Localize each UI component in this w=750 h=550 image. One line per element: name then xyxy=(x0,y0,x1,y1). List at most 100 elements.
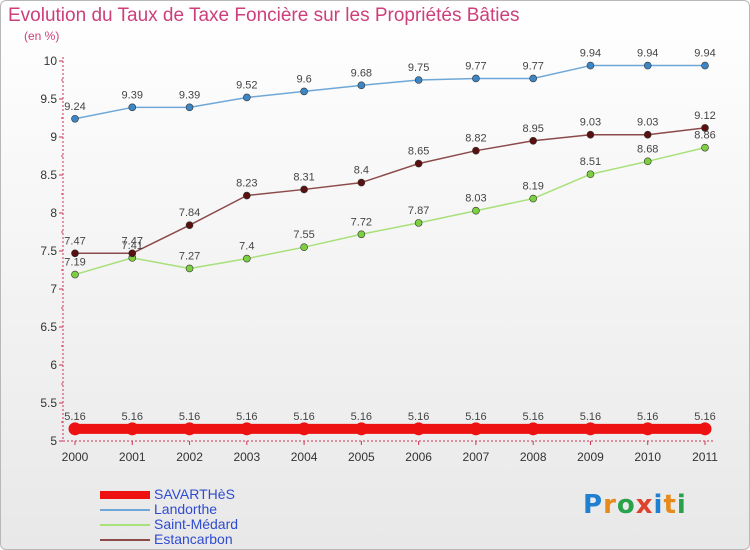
y-tick-label: 7.5 xyxy=(40,244,57,258)
data-label-saint-m-dard: 8.51 xyxy=(580,156,601,168)
data-label-landorthe: 9.77 xyxy=(522,60,543,72)
data-point-savarth-s xyxy=(583,422,597,436)
proxiti-logo: Proxiti xyxy=(583,490,687,520)
data-label-landorthe: 9.52 xyxy=(236,79,257,91)
data-label-savarth-s: 5.16 xyxy=(580,411,601,423)
legend-swatch xyxy=(100,490,150,499)
data-label-landorthe: 9.6 xyxy=(296,73,311,85)
logo-letter: P xyxy=(583,490,604,520)
y-tick-label: 7 xyxy=(50,282,57,296)
data-label-saint-m-dard: 7.27 xyxy=(179,250,200,262)
data-label-landorthe: 9.39 xyxy=(179,89,200,101)
chart-title: Evolution du Taux de Taxe Foncière sur l… xyxy=(8,5,520,26)
data-point-landorthe xyxy=(243,93,251,102)
data-point-landorthe xyxy=(529,74,537,83)
legend-item-estancarbon: Estancarbon xyxy=(100,532,238,547)
x-tick-label: 2010 xyxy=(634,450,661,464)
data-label-landorthe: 9.94 xyxy=(637,48,658,60)
data-label-estancarbon: 8.23 xyxy=(236,178,257,190)
data-label-estancarbon: 9.03 xyxy=(637,117,658,129)
data-label-landorthe: 9.75 xyxy=(408,62,429,74)
data-point-landorthe xyxy=(185,103,194,112)
series-line-estancarbon xyxy=(74,127,706,255)
legend-item-saint-m-dard: Saint-Médard xyxy=(100,517,238,532)
legend-item-landorthe: Landorthe xyxy=(100,502,238,517)
data-label-saint-m-dard: 8.03 xyxy=(465,193,486,205)
y-tick-label: 8.5 xyxy=(40,168,57,182)
logo-letter: t xyxy=(663,490,677,520)
series-line-saint-m-dard xyxy=(74,146,706,276)
data-point-savarth-s xyxy=(698,422,712,436)
data-point-saint-m-dard xyxy=(185,264,194,273)
x-tick-label: 2009 xyxy=(577,450,604,464)
data-label-saint-m-dard: 8.86 xyxy=(694,130,715,142)
data-point-landorthe xyxy=(357,81,366,90)
data-label-estancarbon: 8.82 xyxy=(465,133,486,145)
data-point-saint-m-dard xyxy=(586,170,595,179)
data-label-landorthe: 9.24 xyxy=(64,101,85,113)
data-point-savarth-s xyxy=(641,422,655,436)
y-tick-label: 8 xyxy=(50,206,57,220)
data-point-savarth-s xyxy=(412,422,426,436)
data-point-saint-m-dard xyxy=(357,230,366,239)
data-label-savarth-s: 5.16 xyxy=(465,411,486,423)
data-point-estancarbon xyxy=(529,137,537,145)
legend-label: Landorthe xyxy=(154,501,218,517)
data-label-estancarbon: 8.31 xyxy=(293,171,314,183)
data-label-estancarbon: 7.84 xyxy=(179,207,200,219)
data-point-estancarbon xyxy=(701,124,709,132)
legend-label: Estancarbon xyxy=(154,531,233,547)
data-label-savarth-s: 5.16 xyxy=(637,411,658,423)
data-point-savarth-s xyxy=(183,422,197,436)
data-label-saint-m-dard: 8.68 xyxy=(637,143,658,155)
data-point-savarth-s xyxy=(469,422,483,436)
legend-item-savarth-s: SAVARTHèS xyxy=(100,487,238,502)
data-label-savarth-s: 5.16 xyxy=(179,411,200,423)
logo-letter: i xyxy=(676,490,687,520)
data-label-estancarbon: 8.95 xyxy=(522,123,543,135)
data-point-savarth-s xyxy=(240,422,254,436)
y-tick-label: 6 xyxy=(50,358,57,372)
data-point-landorthe xyxy=(414,76,423,84)
data-point-estancarbon xyxy=(300,185,308,194)
legend-swatch xyxy=(100,538,150,541)
data-label-estancarbon: 8.4 xyxy=(354,165,369,177)
data-point-landorthe xyxy=(701,61,709,70)
data-point-savarth-s xyxy=(68,422,82,436)
x-tick-label: 2005 xyxy=(348,450,375,464)
x-tick-label: 2002 xyxy=(176,450,203,464)
data-point-saint-m-dard xyxy=(472,206,480,215)
data-point-savarth-s xyxy=(125,422,139,436)
data-label-savarth-s: 5.16 xyxy=(64,411,85,423)
data-point-landorthe xyxy=(71,114,79,123)
data-label-landorthe: 9.39 xyxy=(122,89,143,101)
y-tick-label: 9 xyxy=(50,130,57,144)
logo-letter: i xyxy=(653,490,664,520)
data-point-saint-m-dard xyxy=(701,143,709,152)
x-tick-label: 2004 xyxy=(291,450,318,464)
data-point-saint-m-dard xyxy=(300,243,308,251)
data-point-estancarbon xyxy=(472,146,480,155)
legend-swatch xyxy=(100,508,150,511)
y-tick-label: 5.5 xyxy=(40,396,57,410)
x-tick-label: 2007 xyxy=(463,450,490,464)
axes: 5 5.5 6 6.5 7 7.5 8 8.5 9 9.5 10 2000 2001 2002 2003 20… xyxy=(40,54,718,464)
data-label-savarth-s: 5.16 xyxy=(694,411,715,423)
x-tick-label: 2008 xyxy=(520,450,547,464)
data-label-savarth-s: 5.16 xyxy=(351,411,372,423)
data-label-estancarbon: 8.65 xyxy=(408,146,429,158)
data-label-estancarbon: 9.12 xyxy=(694,110,715,122)
data-point-estancarbon xyxy=(643,130,652,139)
x-tick-label: 2006 xyxy=(405,450,432,464)
data-label-landorthe: 9.68 xyxy=(351,67,372,79)
x-tick-label: 2011 xyxy=(692,450,718,464)
data-label-saint-m-dard: 7.4 xyxy=(239,241,254,253)
data-label-savarth-s: 5.16 xyxy=(522,411,543,423)
data-point-saint-m-dard xyxy=(643,157,652,166)
data-label-savarth-s: 5.16 xyxy=(408,411,429,423)
legend-label: SAVARTHèS xyxy=(154,486,235,502)
y-unit-label: (en %) xyxy=(24,29,60,43)
data-label-estancarbon: 9.03 xyxy=(580,117,601,129)
data-label-saint-m-dard: 7.19 xyxy=(64,257,85,269)
